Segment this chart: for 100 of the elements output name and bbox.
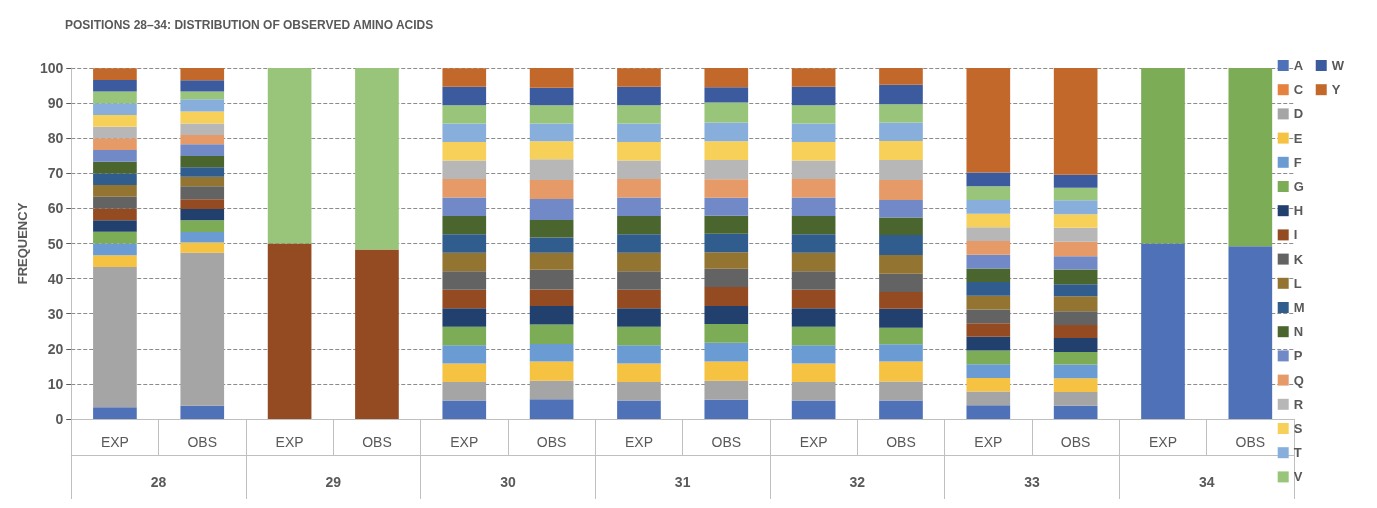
bar	[879, 344, 923, 362]
bar	[1053, 337, 1098, 352]
legend-label: C	[1293, 82, 1304, 98]
bar	[966, 282, 1011, 296]
bar	[966, 172, 1011, 187]
bar	[879, 327, 923, 345]
bar	[966, 364, 1011, 378]
bar	[180, 176, 225, 187]
bar	[791, 345, 836, 364]
bar	[529, 252, 574, 270]
bar	[791, 382, 836, 401]
bar	[617, 215, 661, 235]
bar	[442, 178, 487, 198]
bar	[442, 215, 487, 235]
bar	[442, 142, 487, 161]
x-tick-label: EXP	[100, 434, 129, 450]
bar	[93, 266, 137, 408]
bar	[93, 68, 137, 80]
bar	[442, 160, 487, 179]
y-tick-label: 20	[47, 340, 64, 357]
bar	[180, 167, 225, 177]
bar	[704, 305, 749, 324]
bar	[93, 255, 137, 267]
bar	[180, 156, 225, 168]
y-tick-label: 80	[47, 130, 64, 147]
bar	[966, 68, 1011, 173]
text: 33	[1024, 474, 1040, 490]
bar	[791, 86, 836, 106]
bar	[617, 105, 661, 124]
bar	[529, 324, 574, 344]
bar	[1053, 174, 1098, 188]
bar	[180, 123, 225, 136]
bar	[704, 179, 749, 198]
bar	[442, 234, 487, 253]
bar	[617, 197, 661, 216]
bar	[791, 308, 836, 327]
y-tick-label: 100	[39, 60, 64, 76]
text: 28	[150, 474, 167, 490]
bar	[529, 141, 574, 160]
bar	[1141, 243, 1185, 419]
x-tick-label: OBS	[1235, 434, 1266, 450]
bar	[617, 252, 661, 272]
legend-label: E	[1293, 130, 1303, 146]
bar	[93, 196, 137, 209]
bar	[267, 68, 312, 244]
y-tick-label: 10	[47, 375, 64, 392]
bar	[617, 234, 661, 253]
bar	[617, 271, 661, 290]
bar	[704, 197, 749, 216]
legend-label: W	[1331, 58, 1345, 73]
x-tick-label: EXP	[624, 434, 653, 450]
bar	[791, 105, 836, 124]
bar	[93, 220, 137, 232]
bar	[791, 400, 836, 419]
bar	[704, 141, 749, 160]
bar	[355, 68, 399, 250]
bar	[966, 391, 1011, 406]
bar	[93, 91, 137, 104]
bar	[879, 255, 923, 274]
bar	[791, 271, 836, 290]
bar	[791, 215, 836, 235]
bar	[180, 186, 225, 200]
bar	[529, 237, 574, 253]
bar	[529, 361, 574, 381]
x-tick-label: EXP	[450, 434, 479, 450]
x-tick-label: OBS	[711, 434, 742, 450]
x-tick-label: OBS	[1060, 434, 1091, 450]
bar	[966, 227, 1011, 242]
bar	[180, 220, 225, 232]
bar	[93, 79, 137, 92]
bar	[966, 350, 1011, 365]
bar	[704, 287, 749, 306]
bar	[442, 345, 487, 364]
bar	[180, 199, 225, 210]
y-tick-label: 50	[47, 235, 64, 252]
bar	[704, 215, 749, 234]
bar	[529, 68, 574, 88]
bar	[617, 345, 661, 364]
bar	[617, 308, 661, 327]
x-tick-label: EXP	[799, 434, 828, 450]
bar	[704, 122, 749, 142]
legend-label: V	[1293, 469, 1303, 485]
x-tick-label: OBS	[362, 434, 392, 450]
bar	[93, 243, 137, 256]
bar	[93, 103, 137, 115]
bar	[966, 309, 1011, 324]
bar	[966, 336, 1011, 351]
bar	[966, 199, 1011, 214]
bar	[704, 68, 749, 88]
bar	[704, 102, 749, 123]
bar	[879, 104, 923, 123]
bar	[966, 213, 1011, 228]
bar	[879, 217, 923, 236]
x-tick-label: EXP	[275, 434, 304, 450]
bar	[879, 179, 923, 200]
bar	[1053, 351, 1098, 365]
bar	[180, 111, 225, 124]
bar	[879, 84, 923, 105]
bar	[879, 400, 923, 419]
bar	[1228, 68, 1273, 247]
